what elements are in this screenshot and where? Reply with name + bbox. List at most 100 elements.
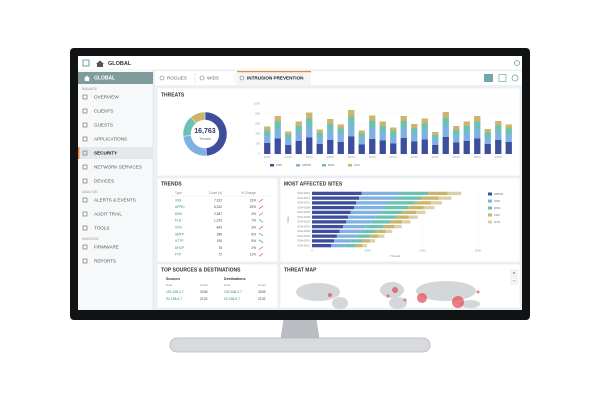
bar-segment: [358, 144, 365, 154]
home-icon: [96, 60, 104, 67]
sidebar-item[interactable]: APPLICATIONS: [94, 137, 127, 142]
legend-swatch: [488, 192, 492, 196]
bar-segment: [337, 142, 344, 154]
sidebar-item[interactable]: GUESTS: [94, 123, 113, 128]
bar-segment: [484, 144, 491, 154]
bar-segment: [285, 134, 292, 139]
bar-segment: [394, 224, 402, 229]
x-tick-label: 02:00: [411, 155, 418, 159]
bar-segment: [390, 143, 397, 154]
sidebar-item[interactable]: SECURITY: [94, 151, 117, 156]
settings-button[interactable]: [511, 74, 519, 82]
trend-count: 5,342: [214, 205, 222, 209]
legend-swatch: [488, 199, 492, 203]
bar-segment: [312, 210, 351, 215]
bar-segment: [306, 126, 313, 138]
y-tick-label: SSH-0012: [297, 191, 310, 195]
trend-count: 1,233: [214, 219, 222, 223]
table-header: Count: [200, 283, 208, 287]
bar-segment: [348, 110, 355, 117]
y-tick-label: SSH-0019: [297, 239, 310, 243]
bar-segment: [408, 205, 424, 210]
view-button[interactable]: [484, 74, 493, 82]
trend-arrow: [258, 212, 264, 216]
sidebar-item[interactable]: DEVICES: [94, 179, 114, 184]
y-tick-label: SSH-0017: [297, 196, 310, 200]
host-count: 3246: [200, 290, 208, 294]
bar-segment: [327, 119, 334, 124]
x-tick-label: 12:00: [264, 155, 271, 159]
sidebar-home[interactable]: [78, 72, 153, 84]
sidebar-item[interactable]: CLIENTS: [94, 109, 113, 114]
trend-arrow: [258, 225, 264, 230]
panel-title: TOP SOURCES & DESTINATIONS: [161, 267, 241, 273]
bar-segment: [375, 215, 396, 219]
sidebar-item[interactable]: REPORTS: [94, 259, 116, 264]
sidebar-item[interactable]: TOOLS: [94, 226, 110, 231]
bar-segment: [312, 220, 347, 224]
trend-count: 78: [218, 246, 222, 250]
y-tick-label: 800: [255, 112, 260, 116]
legend-swatch: [348, 164, 352, 167]
bar-segment: [383, 224, 395, 229]
bar-segment: [345, 243, 356, 248]
x-tick-label: 3000: [475, 249, 482, 253]
sidebar-item[interactable]: AUDIT TRAIL: [94, 212, 122, 217]
trend-count: 7,322: [214, 198, 222, 202]
user-icon[interactable]: [514, 60, 520, 66]
bar-segment: [385, 229, 393, 234]
bar-segment: [442, 118, 449, 126]
bar-segment: [442, 137, 449, 154]
bar-segment: [375, 229, 386, 234]
tab[interactable]: INTRUSION PREVENTION: [247, 76, 304, 81]
bar-segment: [316, 129, 323, 133]
bar-segment: [463, 132, 470, 141]
sidebar-item[interactable]: FIRMWARE: [94, 245, 119, 250]
x-tick-label: 06:00: [453, 155, 460, 159]
tab[interactable]: WIDS: [207, 76, 219, 81]
bar-segment: [264, 126, 271, 131]
app-logo: [82, 59, 90, 67]
bar-segment: [379, 140, 386, 154]
tab-active-bg: [237, 71, 311, 85]
bar-segment: [306, 118, 313, 127]
bar-segment: [474, 138, 481, 154]
x-tick-label: 04:00: [432, 155, 439, 159]
sidebar-home-label[interactable]: GLOBAL: [94, 76, 115, 82]
sidebar-icon: [82, 244, 88, 250]
bar-segment: [400, 116, 407, 121]
trend-arrow: [258, 205, 264, 210]
bar-segment: [285, 139, 292, 145]
bar-segment: [346, 220, 372, 224]
x-tick-label: 2000: [420, 249, 427, 253]
sidebar-icon: [82, 150, 88, 156]
trend-arrow: [258, 232, 264, 237]
bar-segment: [505, 124, 512, 129]
bar-segment: [463, 126, 470, 132]
bar-segment: [379, 121, 386, 126]
bar-segment: [390, 127, 397, 131]
host-address: 92.158.6.7: [166, 297, 182, 301]
sidebar-section-title: MANAGE: [82, 87, 98, 91]
bar-segment: [432, 139, 439, 145]
tab-icon: [239, 75, 245, 81]
sidebar-item[interactable]: NETWORK SERVICES: [94, 165, 142, 170]
host-address: 192.168.2.7: [166, 290, 184, 294]
list-button[interactable]: [498, 74, 507, 82]
bar-segment: [378, 234, 385, 238]
trend-arrow: [258, 253, 264, 257]
trend-change: 6%: [251, 232, 256, 236]
bar-segment: [264, 130, 271, 136]
tab[interactable]: ROGUES: [167, 76, 187, 81]
bar-segment: [295, 132, 302, 141]
trend-change: 13%: [250, 198, 257, 202]
bar-segment: [316, 144, 323, 154]
bar-segment: [274, 128, 281, 139]
bar-segment: [356, 201, 390, 205]
trend-change: 4%: [251, 212, 256, 216]
trend-type: XSS: [175, 198, 181, 202]
bar-segment: [453, 126, 460, 130]
sidebar-item[interactable]: OVERVIEW: [94, 95, 119, 100]
sidebar-item[interactable]: ALERTS & EVENTS: [94, 198, 136, 203]
legend-swatch: [296, 164, 300, 167]
